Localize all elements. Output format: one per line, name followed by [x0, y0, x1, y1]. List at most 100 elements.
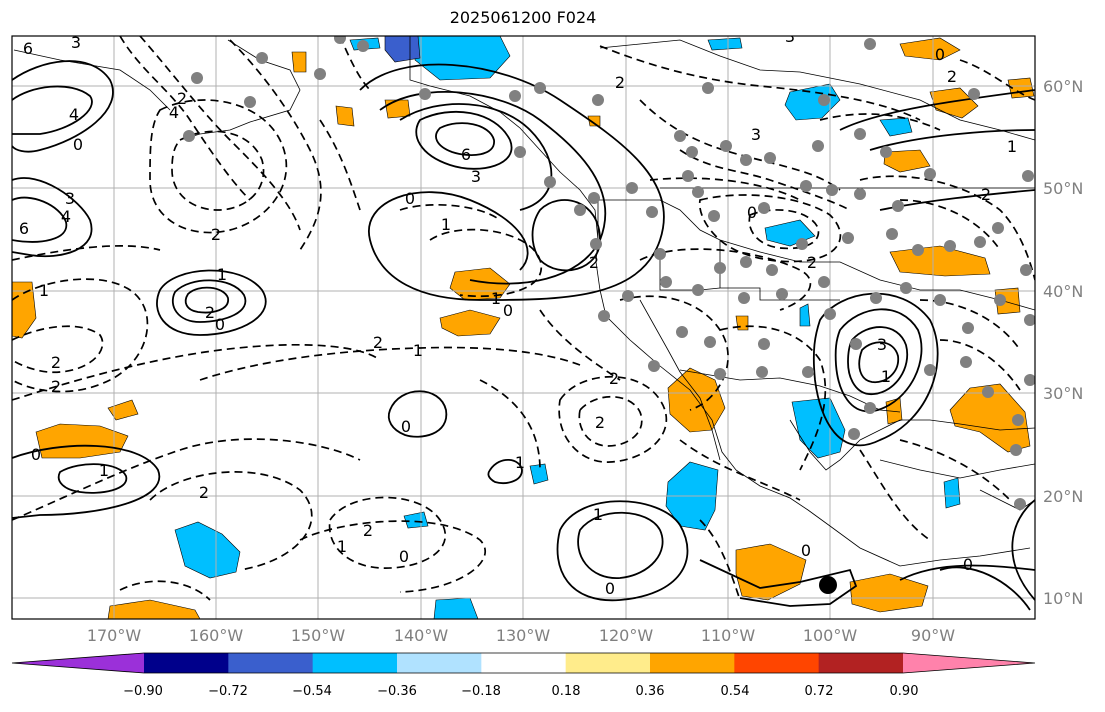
- contour-label: 2: [363, 521, 373, 540]
- contour-label: 0: [747, 203, 757, 222]
- contour-label: 0: [935, 45, 945, 64]
- lon-label: 120°W: [598, 626, 654, 645]
- contour-label: 2: [205, 303, 215, 322]
- contour-label: 0: [963, 555, 973, 574]
- contour-label: 3: [877, 335, 887, 354]
- contour-label: 1: [39, 281, 49, 300]
- contour-label: 0: [399, 547, 409, 566]
- contour-label: 3: [65, 189, 75, 208]
- colorbar-segment: [144, 653, 229, 673]
- contour-label: 4: [169, 103, 179, 122]
- lon-label: 160°W: [188, 626, 244, 645]
- lon-label: 90°W: [910, 626, 956, 645]
- contour-label: 0: [73, 135, 83, 154]
- contour-label: 4: [69, 105, 79, 124]
- contour-label: 1: [491, 289, 501, 308]
- contour-label: 2: [981, 185, 991, 204]
- colorbar-tick-label: 0.90: [889, 684, 919, 699]
- contour-label: 0: [215, 315, 225, 334]
- negative-contours: [12, 36, 1035, 601]
- lon-label: 110°W: [700, 626, 756, 645]
- colorbar-tick-label: −0.18: [461, 684, 501, 699]
- colorbar-outline: [11, 652, 1036, 674]
- lon-label: 130°W: [495, 626, 551, 645]
- contour-label: 2: [211, 225, 221, 244]
- contour-label: 3: [471, 167, 481, 186]
- contour-label: 2: [51, 353, 61, 372]
- contour-label: 2: [615, 73, 625, 92]
- lon-label: 100°W: [802, 626, 858, 645]
- contour-label: 0: [31, 445, 41, 464]
- colorbar-segment: [734, 653, 820, 673]
- contour-label: 2: [589, 253, 599, 272]
- contour-label: 2: [177, 89, 187, 108]
- contour-label: 1: [413, 341, 423, 360]
- contour-label: 2: [199, 483, 209, 502]
- lat-label: 10°N: [1043, 589, 1084, 608]
- contour-label: 6: [23, 39, 33, 58]
- colorbar-tick-label: −0.54: [292, 684, 332, 699]
- contour-label: 0: [405, 189, 415, 208]
- contour-label: 0: [605, 579, 615, 598]
- colorbar-tick-label: −0.72: [208, 684, 248, 699]
- contour-label: 0: [801, 541, 811, 560]
- colorbar-tick-label: −0.90: [123, 684, 163, 699]
- contour-label: 1: [515, 453, 525, 472]
- lat-label: 60°N: [1043, 77, 1084, 96]
- contour-label: 2: [807, 253, 817, 272]
- colorbar-tick-label: 0.72: [804, 684, 834, 699]
- lon-label: 140°W: [393, 626, 449, 645]
- colorbar-extend-high: [903, 653, 1035, 673]
- contour-label: 1: [881, 367, 891, 386]
- lat-label: 30°N: [1043, 384, 1084, 403]
- contour-labels: 6 3 4 0 3 4 6 2 4 6 3 0 1 3 2 0 3 2 0 1 …: [19, 27, 1017, 598]
- colorbar-tick-label: 0.36: [635, 684, 665, 699]
- station-markers: [183, 36, 1035, 510]
- colorbar-tick-label: 0.18: [551, 684, 581, 699]
- contour-label: 1: [337, 537, 347, 556]
- contour-label: 2: [947, 67, 957, 86]
- hurricane-marker: [819, 576, 837, 594]
- colorbar-segment: [650, 653, 735, 673]
- contour-label: 4: [61, 207, 71, 226]
- lon-label: 170°W: [86, 626, 142, 645]
- colorbar-segment: [312, 653, 398, 673]
- contour-label: 2: [609, 369, 619, 388]
- contour-label: 1: [1007, 137, 1017, 156]
- contour-label: 2: [373, 333, 383, 352]
- map-panel: 6 3 4 0 3 4 6 2 4 6 3 0 1 3 2 0 3 2 0 1 …: [12, 27, 1035, 619]
- colorbar-tick-label: −0.36: [377, 684, 417, 699]
- colorbar-segment: [228, 653, 314, 673]
- colorbar: [11, 652, 1036, 674]
- coastlines: [13, 36, 1035, 567]
- contour-label: 1: [593, 505, 603, 524]
- lon-label: 150°W: [290, 626, 346, 645]
- contour-label: 6: [19, 219, 29, 238]
- contour-label: 3: [785, 27, 795, 46]
- contour-label: 1: [99, 461, 109, 480]
- contour-label: 0: [503, 301, 513, 320]
- colorbar-segment: [818, 653, 904, 673]
- contour-label: 1: [441, 215, 451, 234]
- map-title: 2025061200 F024: [449, 8, 597, 27]
- lat-label: 20°N: [1043, 487, 1084, 506]
- contour-label: 2: [51, 377, 61, 396]
- lat-label: 50°N: [1043, 179, 1084, 198]
- colorbar-segment: [397, 653, 482, 673]
- contour-label: 3: [71, 33, 81, 52]
- contour-label: 2: [595, 413, 605, 432]
- positive-anomaly-shading: [12, 37, 1035, 619]
- colorbar-segment: [565, 653, 651, 673]
- colorbar-extend-low: [12, 653, 144, 673]
- contour-label: 6: [461, 145, 471, 164]
- map-frame: [11, 35, 1036, 620]
- lat-label: 40°N: [1043, 282, 1084, 301]
- contour-label: 1: [217, 265, 227, 284]
- positive-contours: [12, 60, 1035, 611]
- colorbar-tick-label: 0.54: [720, 684, 750, 699]
- colorbar-segment: [481, 653, 567, 673]
- contour-label: 3: [751, 125, 761, 144]
- negative-anomaly-shading: [174, 36, 961, 619]
- contour-label: 0: [401, 417, 411, 436]
